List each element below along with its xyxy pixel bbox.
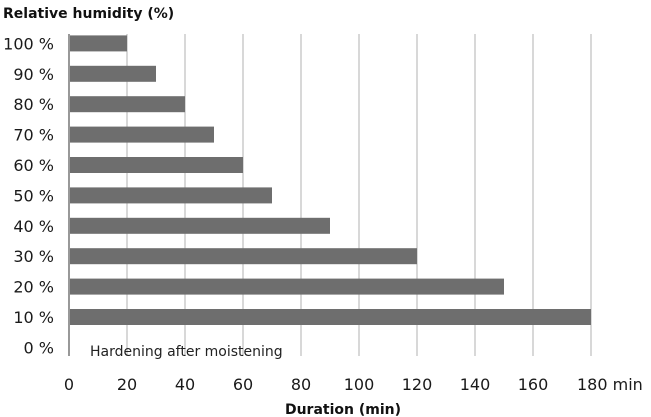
bars [70,35,591,325]
bar [70,157,243,173]
bar [70,35,127,52]
bar [70,309,591,325]
bar [70,126,214,143]
x-tick-label: 80 [291,375,311,394]
y-tick-label: 60 % [13,156,54,175]
chart-annotation: Hardening after moistening [90,344,283,360]
y-tick-label: 50 % [13,186,54,205]
bar [70,217,330,234]
y-tick-label: 40 % [13,217,54,236]
y-tick-label: 70 % [13,126,54,145]
x-tick-label: 180 min [577,375,643,394]
x-tick-label: 40 [175,375,195,394]
y-tick-labels: 10 % 20 % 30 % 40 % 50 % 60 % 70 % 80 % 90 % 100 … [3,34,54,357]
bar [70,96,185,113]
bar [70,65,156,82]
x-axis-title: Duration (min) [285,402,401,417]
y-tick-label: 20 % [13,278,54,297]
y-tick-label: 10 % [13,308,54,327]
bar [70,278,504,295]
x-tick-label: 120 [402,375,433,394]
y-tick-label: 90 % [13,65,54,84]
bar [70,187,272,204]
x-tick-label: 140 [460,375,491,394]
y-tick-label: 100 % [3,34,54,53]
y-tick-label: 80 % [13,95,54,114]
y-tick-label: 30 % [13,247,54,266]
y-tick-label: 0 % [24,338,54,357]
x-tick-label: 160 [518,375,549,394]
bar [70,248,417,265]
x-tick-label: 60 [233,375,253,394]
y-axis-title: Relative humidity (%) [3,6,174,22]
x-tick-label: 20 [117,375,137,394]
x-tick-label: 0 [64,375,74,394]
grid-lines [68,34,592,356]
x-tick-labels: 0 20 40 60 80 100 120 140 160 180 min [64,375,643,394]
x-tick-label: 100 [344,375,375,394]
